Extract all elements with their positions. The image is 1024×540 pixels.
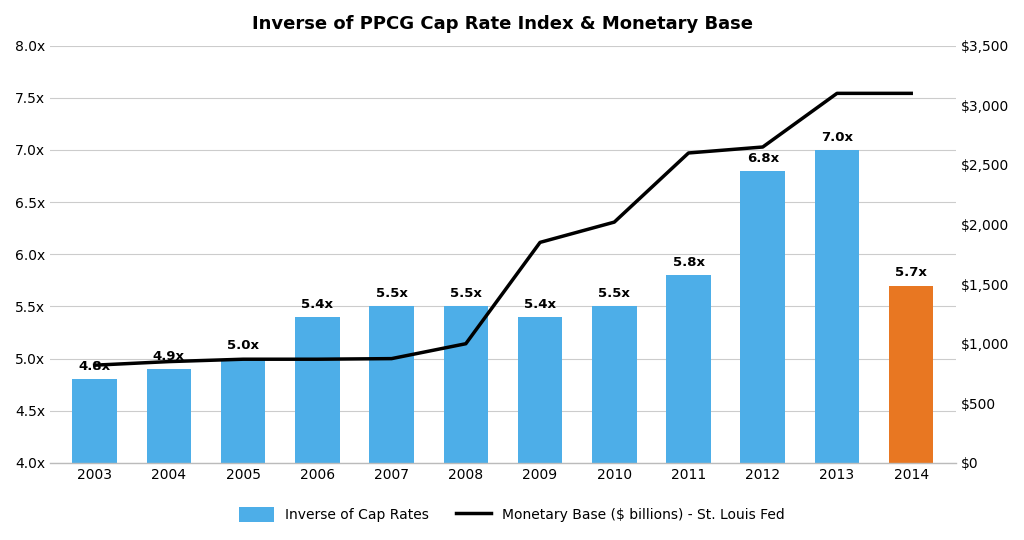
Text: 6.8x: 6.8x xyxy=(746,152,779,165)
Bar xyxy=(443,307,488,463)
Bar xyxy=(740,171,785,463)
Bar xyxy=(370,307,414,463)
Text: 5.4x: 5.4x xyxy=(301,298,334,310)
Text: 5.7x: 5.7x xyxy=(895,266,927,279)
Title: Inverse of PPCG Cap Rate Index & Monetary Base: Inverse of PPCG Cap Rate Index & Monetar… xyxy=(253,15,754,33)
Text: 5.8x: 5.8x xyxy=(673,256,705,269)
Bar xyxy=(667,275,711,463)
Text: 7.0x: 7.0x xyxy=(821,131,853,144)
Bar xyxy=(221,359,265,463)
Bar xyxy=(146,369,191,463)
Text: 5.0x: 5.0x xyxy=(227,339,259,353)
Text: 5.5x: 5.5x xyxy=(598,287,630,300)
Text: 4.9x: 4.9x xyxy=(153,350,185,363)
Bar xyxy=(518,317,562,463)
Text: 5.5x: 5.5x xyxy=(450,287,481,300)
Bar xyxy=(592,307,637,463)
Text: 4.8x: 4.8x xyxy=(79,360,111,373)
Bar xyxy=(889,286,934,463)
Text: 5.5x: 5.5x xyxy=(376,287,408,300)
Bar xyxy=(73,380,117,463)
Bar xyxy=(815,150,859,463)
Legend: Inverse of Cap Rates, Monetary Base ($ billions) - St. Louis Fed: Inverse of Cap Rates, Monetary Base ($ b… xyxy=(233,502,791,528)
Text: 5.4x: 5.4x xyxy=(524,298,556,310)
Bar xyxy=(295,317,340,463)
